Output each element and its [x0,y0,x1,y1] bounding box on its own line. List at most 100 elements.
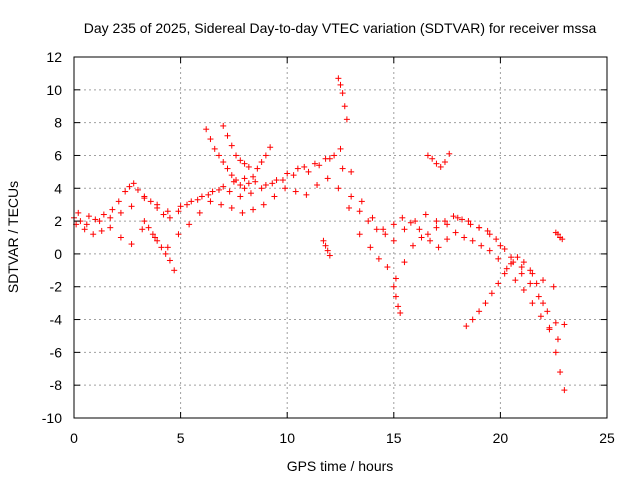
data-point [215,152,222,159]
series-track-j [141,218,178,274]
data-point [109,206,116,213]
data-point [422,211,429,218]
data-point [220,159,227,166]
data-point [554,231,561,238]
data-point [390,237,397,244]
data-point [429,155,436,162]
y-axis-label: SDTVAR / TECUs [5,181,21,293]
points-layer [71,75,568,394]
data-point [139,226,146,233]
data-point [446,150,453,157]
chart-title: Day 235 of 2025, Sidereal Day-to-day VTE… [84,20,597,36]
data-point [224,165,231,172]
data-point [258,185,265,192]
series-track-a [71,152,568,328]
y-tick-label: -10 [42,410,62,426]
data-point [478,242,485,249]
data-point [497,242,504,249]
data-point [452,229,459,236]
y-tick-label: -8 [50,377,63,393]
data-point [540,300,547,307]
series-track-i [552,229,566,243]
series-track-d [203,126,274,192]
x-tick-label: 10 [279,430,295,446]
data-point [194,196,201,203]
data-point [424,231,431,238]
data-point [346,204,353,211]
data-point [484,227,491,234]
data-point [218,201,225,208]
plot-frame [73,56,608,419]
data-point [512,277,519,284]
data-point [209,188,216,195]
data-point [550,283,557,290]
data-point [311,160,318,167]
data-point [437,163,444,170]
data-point [373,226,380,233]
data-point [237,157,244,164]
data-point [228,204,235,211]
data-point [115,198,122,205]
data-point [215,186,222,193]
series-track-g [424,150,453,170]
data-point [493,236,500,243]
series-track-k [320,237,333,259]
data-point [390,283,397,290]
data-point [390,221,397,228]
data-point [441,218,448,225]
y-tick-label: -4 [50,312,63,328]
data-point [501,270,508,277]
data-point [207,136,214,143]
data-point [529,300,536,307]
data-point [356,231,363,238]
data-point [117,209,124,216]
data-point [367,244,374,251]
data-point [250,206,257,213]
data-point [469,316,476,323]
data-point [247,190,254,197]
data-point [358,198,365,205]
data-point [554,336,561,343]
data-point [271,193,278,200]
data-point [233,177,240,184]
data-point [503,265,510,272]
data-point [337,145,344,152]
data-point [228,172,235,179]
data-point [467,221,474,228]
data-point [152,234,159,241]
data-point [303,191,310,198]
data-point [495,280,502,287]
data-point [508,260,515,267]
data-point [433,224,440,231]
data-point [533,280,540,287]
data-point [501,245,508,252]
data-point [326,252,333,259]
data-point [188,198,195,205]
data-point [399,214,406,221]
data-point [245,180,252,187]
data-point [205,191,212,198]
data-point [75,209,82,216]
data-point [83,221,90,228]
data-point [561,387,568,394]
data-point [207,198,214,205]
data-point [450,213,457,220]
data-point [314,181,321,188]
data-point [175,231,182,238]
data-point [546,324,553,331]
data-point [128,241,135,248]
data-point [514,254,521,261]
data-point [141,218,148,225]
data-point [117,234,124,241]
data-point [292,188,299,195]
data-point [164,244,171,251]
data-point [380,226,387,233]
data-point [339,165,346,172]
data-point [96,218,103,225]
data-point [335,75,342,82]
data-point [454,214,461,221]
data-point [294,165,301,172]
data-point [326,155,333,162]
data-point [486,231,493,238]
